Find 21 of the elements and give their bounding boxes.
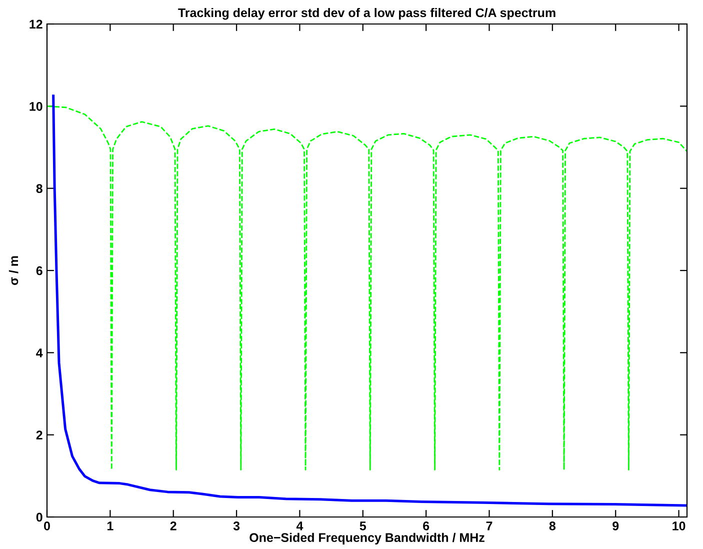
y-tick-label: 2 xyxy=(36,430,42,440)
x-tick-label: 3 xyxy=(233,521,240,530)
x-tick-label: 2 xyxy=(170,521,176,530)
y-tick-label: 6 xyxy=(36,266,42,276)
x-tick-label: 8 xyxy=(549,521,556,530)
x-tick-label: 4 xyxy=(296,522,304,530)
y-tick-label: 4 xyxy=(36,348,43,358)
y-tick-label: 0 xyxy=(36,512,42,522)
y-axis-title: σ / m xyxy=(8,256,18,286)
y-tick-label: 8 xyxy=(36,184,42,193)
x-tick-label: 7 xyxy=(486,522,492,530)
x-tick-label: 0 xyxy=(44,521,50,530)
x-tick-label: 9 xyxy=(612,521,619,530)
chart-title: Tracking delay error std dev of a low pass filtered C/A spectrum xyxy=(178,8,556,20)
x-tick-label: 10 xyxy=(672,521,686,530)
x-tick-label: 5 xyxy=(360,522,366,530)
x-tick-label: 6 xyxy=(423,521,430,530)
x-axis-title: One−Sided Frequency Bandwidth / MHz xyxy=(250,532,484,544)
y-tick-label: 10 xyxy=(30,102,42,111)
y-tick-label: 12 xyxy=(30,20,42,29)
x-tick-label: 1 xyxy=(107,522,114,530)
